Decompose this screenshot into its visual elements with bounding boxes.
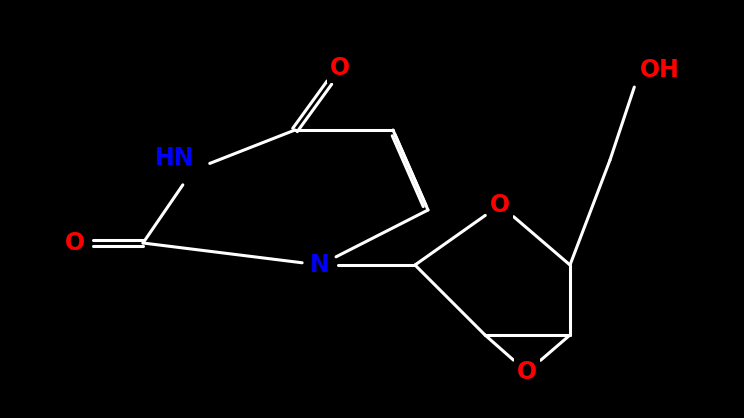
Text: O: O bbox=[490, 193, 510, 217]
Text: HN: HN bbox=[155, 146, 195, 170]
Text: O: O bbox=[517, 360, 537, 384]
Text: N: N bbox=[310, 253, 330, 277]
Text: O: O bbox=[330, 56, 350, 80]
Text: OH: OH bbox=[640, 58, 680, 82]
Text: O: O bbox=[65, 231, 85, 255]
